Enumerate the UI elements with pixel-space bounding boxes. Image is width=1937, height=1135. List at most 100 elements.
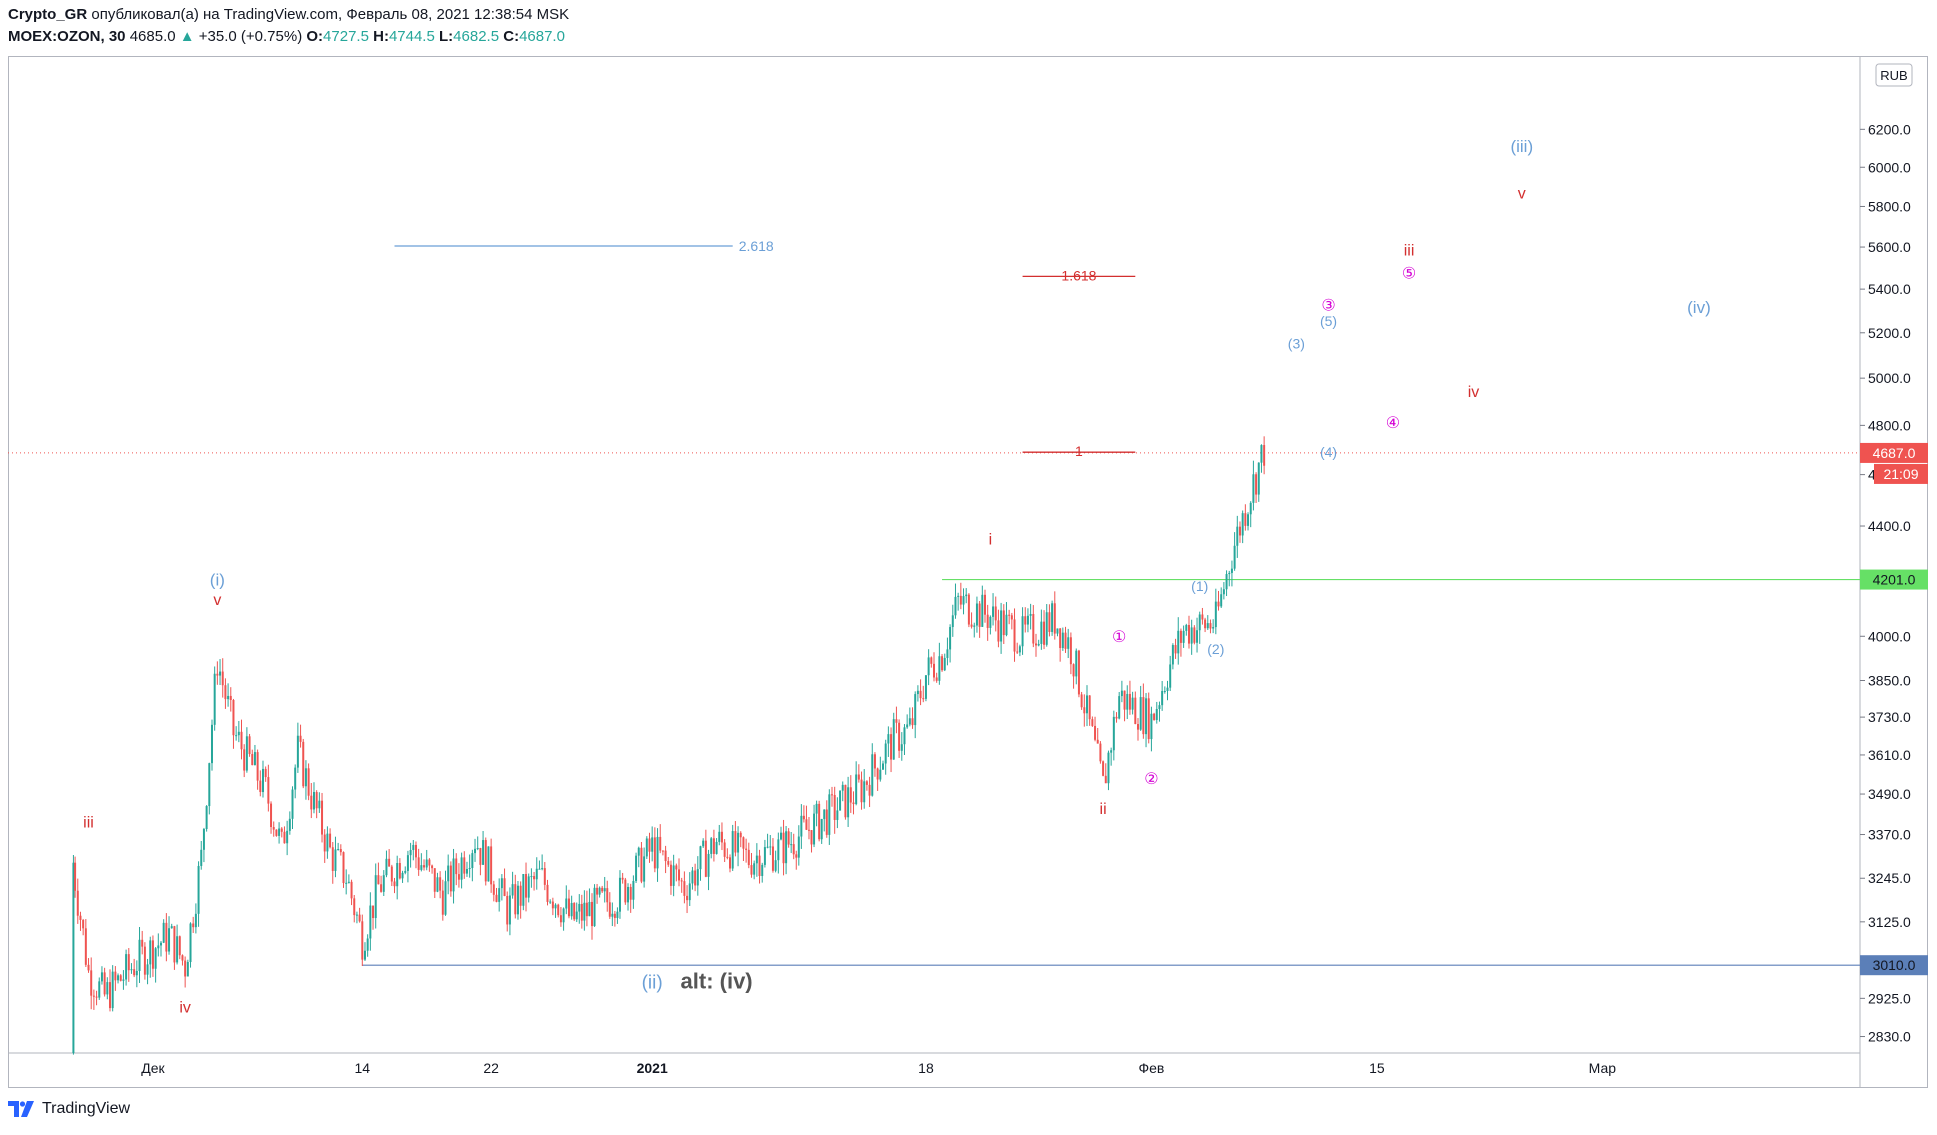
candle-body: [398, 863, 401, 879]
candle-body: [777, 839, 780, 861]
candle-body: [1252, 474, 1255, 503]
countdown-label: 21:09: [1883, 466, 1918, 482]
price-change: +35.0 (+0.75%): [198, 28, 303, 45]
candle-body: [892, 719, 895, 760]
candle-body: [637, 847, 640, 856]
y-tick-label: 6000.0: [1868, 159, 1911, 175]
candle-body: [720, 831, 723, 843]
candle-body: [1120, 690, 1123, 697]
y-tick-label: 6200.0: [1868, 121, 1911, 137]
candle-body: [839, 790, 842, 811]
candle-body: [452, 858, 455, 892]
wave-label: v: [213, 592, 221, 609]
candle-body: [946, 649, 949, 658]
candle-body: [596, 887, 599, 895]
candle-body: [455, 858, 458, 875]
candle-body: [702, 840, 705, 847]
candle-body: [1212, 627, 1215, 629]
currency-badge: [1875, 63, 1913, 87]
candle-body: [828, 794, 831, 835]
candle-body: [1104, 775, 1107, 784]
currency-label: RUB: [1880, 68, 1907, 83]
candle-body: [1260, 445, 1263, 463]
candle-body: [873, 754, 876, 769]
candle-body: [745, 848, 748, 850]
candle-body: [1150, 713, 1153, 740]
candle-body: [372, 905, 375, 919]
candle-body: [355, 914, 358, 916]
candle-body: [412, 844, 415, 850]
candle-body: [780, 832, 783, 840]
candle-body: [863, 781, 866, 803]
candle-body: [802, 815, 805, 820]
candle-body: [1021, 616, 1024, 647]
candle-body: [390, 866, 393, 882]
candle-body: [1016, 651, 1019, 653]
candle-body: [460, 857, 463, 880]
candle-body: [823, 809, 826, 820]
candle-body: [178, 936, 181, 956]
candle-body: [366, 938, 369, 951]
candle-body: [884, 743, 887, 764]
wave-label: ④: [1386, 415, 1400, 432]
candle-body: [302, 741, 305, 787]
candle-body: [813, 813, 816, 845]
candle-body: [797, 836, 800, 858]
candle-body: [374, 875, 377, 919]
candle-body: [1228, 572, 1231, 575]
candle-body: [815, 803, 818, 814]
candle-body: [251, 754, 254, 766]
candle-body: [989, 616, 992, 628]
candle-body: [417, 857, 420, 870]
candle-body: [1206, 623, 1209, 629]
candle-body: [908, 718, 911, 725]
candle-body: [986, 614, 989, 628]
candle-body: [1220, 594, 1223, 607]
candle-body: [578, 903, 581, 912]
candle-body: [970, 624, 973, 627]
candle-body: [734, 831, 737, 853]
candle-body: [1034, 643, 1037, 646]
candle-body: [755, 855, 758, 864]
candle-body: [406, 855, 409, 871]
candle-body: [388, 858, 391, 867]
candle-body: [530, 876, 533, 878]
candle-body: [718, 831, 721, 842]
candle-body: [769, 846, 772, 848]
chart-canvas[interactable]: 2830.0 2925.0 3125.0 3245.0 3370.0 3490.0 3610…: [0, 0, 1937, 1095]
candle-body: [162, 922, 165, 943]
candle-body: [1177, 630, 1180, 654]
footer-brand[interactable]: TradingView: [8, 1100, 130, 1118]
candle-body: [621, 877, 624, 880]
candle-body: [648, 838, 651, 852]
candle-body: [1000, 610, 1003, 642]
up-arrow-icon: ▲: [179, 28, 195, 45]
candle-body: [782, 832, 785, 864]
candle-body: [1096, 739, 1099, 744]
candle-body: [237, 731, 240, 736]
y-tick-label: 4400.0: [1868, 518, 1911, 534]
candle-body: [90, 970, 93, 996]
candle-body: [857, 774, 860, 780]
x-tick-label: 18: [918, 1060, 934, 1076]
candle-body: [342, 852, 345, 884]
wave-label: ①: [1112, 629, 1126, 646]
y-tick-label: 4800.0: [1868, 417, 1911, 433]
candle-body: [358, 914, 361, 922]
level-price-tag: [1860, 955, 1928, 976]
candle-body: [200, 849, 203, 866]
wave-label: (i): [210, 570, 225, 589]
candle-body: [1163, 690, 1166, 692]
author-name[interactable]: Crypto_GR: [8, 6, 88, 23]
candle-body: [170, 926, 173, 929]
candle-body: [329, 833, 332, 848]
symbol-label[interactable]: MOEX:OZON, 30: [8, 28, 126, 45]
candle-body: [1043, 621, 1046, 645]
candle-body: [146, 964, 149, 975]
candle-body: [495, 894, 498, 902]
candle-body: [409, 849, 412, 856]
candle-body: [194, 913, 197, 928]
published-text: опубликовал(а) на TradingView.com, Февра…: [91, 6, 570, 23]
candle-body: [74, 862, 77, 891]
candle-body: [92, 995, 95, 997]
